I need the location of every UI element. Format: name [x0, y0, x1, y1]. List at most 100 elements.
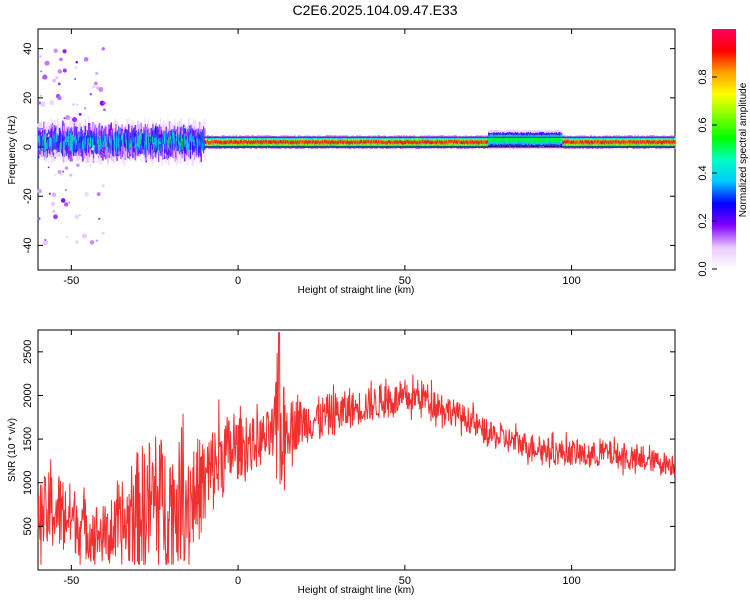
snr-x-axis-label: Height of straight line (km)	[298, 585, 415, 596]
spectrogram-cell	[383, 140, 385, 145]
spectrogram-cell	[177, 133, 180, 145]
spectrogram-cell	[101, 125, 103, 150]
spectrogram-cell	[570, 140, 573, 145]
spectrogram-speck	[40, 94, 42, 97]
spectrogram-cell	[403, 140, 406, 145]
spectrogram-cell	[332, 140, 334, 144]
spectrogram-cell	[152, 136, 154, 145]
spectrogram-cell	[181, 130, 183, 150]
spectrogram-cell	[624, 141, 627, 145]
spectrogram-cell	[448, 140, 450, 144]
snr-ticks: -50 0 50 100 500 1000 1500 2000 2500	[22, 330, 675, 587]
spectrogram-cell	[107, 138, 110, 147]
spectrogram-cell	[230, 140, 233, 144]
spectrogram-cell	[72, 135, 75, 141]
spectrogram-cell	[73, 140, 76, 152]
spectrogram-cell	[579, 140, 581, 145]
spectrogram-cell	[635, 141, 638, 145]
spectrogram-cell	[126, 139, 128, 149]
spectrogram-speck	[102, 146, 106, 150]
spectrogram-cell	[551, 137, 554, 143]
spectrogram-cell	[318, 139, 320, 144]
spectrogram-cell	[583, 141, 585, 145]
spectrogram-ticks: -50 0 50 100 -40 -20 0 20 40	[22, 29, 675, 287]
spectrogram-cell	[410, 140, 413, 144]
spectrogram-cell	[272, 140, 274, 144]
spectrogram-cell	[43, 140, 46, 154]
spectrogram-cell	[548, 136, 550, 142]
spectrogram-cell	[419, 141, 422, 145]
spectrogram-speck	[48, 192, 51, 195]
spectrogram-panel: -50 0 50 100 -40 -20 0 20 40 Height of straight …	[7, 28, 676, 296]
spectrogram-cell	[222, 140, 224, 145]
spectrogram-cell	[355, 140, 358, 144]
spectrogram-cell	[400, 140, 403, 144]
spectrogram-speck	[40, 70, 42, 73]
spectrogram-cell	[342, 140, 344, 144]
spectrogram-cell	[39, 135, 42, 143]
spectrogram-cell	[50, 137, 53, 143]
spectrogram-cell	[502, 136, 504, 142]
spectrogram-cell	[171, 129, 173, 149]
spectrogram-cell	[269, 140, 272, 144]
spectrogram-cell	[67, 137, 70, 143]
spectrogram-cell	[369, 140, 372, 145]
spectrogram-cell	[116, 138, 118, 149]
spectrogram-cell	[440, 141, 443, 145]
spectrogram-cell	[274, 140, 277, 145]
spectrogram-cell	[208, 141, 211, 145]
spectrogram-cell	[214, 139, 217, 144]
spectrogram-cell	[647, 139, 649, 144]
spectrogram-cell	[384, 141, 387, 145]
spectrogram-cell	[307, 141, 309, 145]
spectrogram-cell	[47, 136, 50, 143]
spectrogram-cell	[433, 140, 435, 145]
spectrogram-cell	[72, 137, 74, 154]
spectrogram-speck	[52, 78, 56, 83]
spectrogram-cell	[193, 139, 196, 146]
spectrogram-cell	[652, 140, 654, 145]
spectrogram-cell	[140, 132, 143, 145]
spectrogram-cell	[364, 140, 367, 145]
spectrogram-cell	[183, 137, 186, 143]
spectrogram-cell	[112, 136, 115, 151]
spectrogram-cell	[133, 127, 136, 149]
spectrogram-cell	[308, 140, 311, 144]
spectrogram-cell	[87, 138, 89, 151]
spectrogram-cell	[607, 140, 609, 144]
spectrogram-cell	[304, 140, 307, 144]
spectrogram-speck	[45, 126, 50, 130]
spectrogram-cell	[72, 138, 75, 149]
spectrogram-cell	[268, 140, 270, 144]
spectrogram-speck	[84, 192, 89, 197]
spectrogram-cell	[455, 140, 458, 145]
spectrogram-cell	[625, 140, 628, 145]
spectrogram-cell	[121, 139, 123, 146]
spectrogram-cell	[644, 140, 647, 145]
spectrogram-cell	[636, 140, 639, 144]
spectrogram-cell	[273, 139, 275, 144]
spectrogram-cell	[67, 136, 69, 142]
spectrogram-cell	[266, 140, 268, 144]
spectrogram-cell	[387, 140, 389, 145]
spectrogram-speck	[92, 84, 96, 89]
spectrogram-cell	[508, 137, 510, 143]
spectrogram-speck	[51, 192, 57, 198]
spectrogram-cell	[468, 140, 471, 145]
spectrogram-cell	[181, 141, 183, 151]
spectrogram-cell	[500, 136, 503, 142]
spectrogram-cell	[106, 141, 108, 152]
spectrogram-cell	[52, 137, 55, 155]
spectrogram-cell	[284, 140, 287, 145]
spectrogram-cell	[49, 138, 52, 150]
spectrogram-cell	[94, 136, 97, 145]
spectrogram-cell	[349, 140, 352, 145]
spectrogram-cell	[574, 141, 577, 145]
spectrogram-cell	[423, 140, 426, 144]
spectrogram-cell	[505, 136, 508, 142]
spectrogram-cell	[645, 140, 648, 144]
spectrogram-speck	[43, 240, 49, 246]
spectrogram-cell	[578, 140, 580, 145]
spectrogram-cell	[529, 137, 531, 143]
